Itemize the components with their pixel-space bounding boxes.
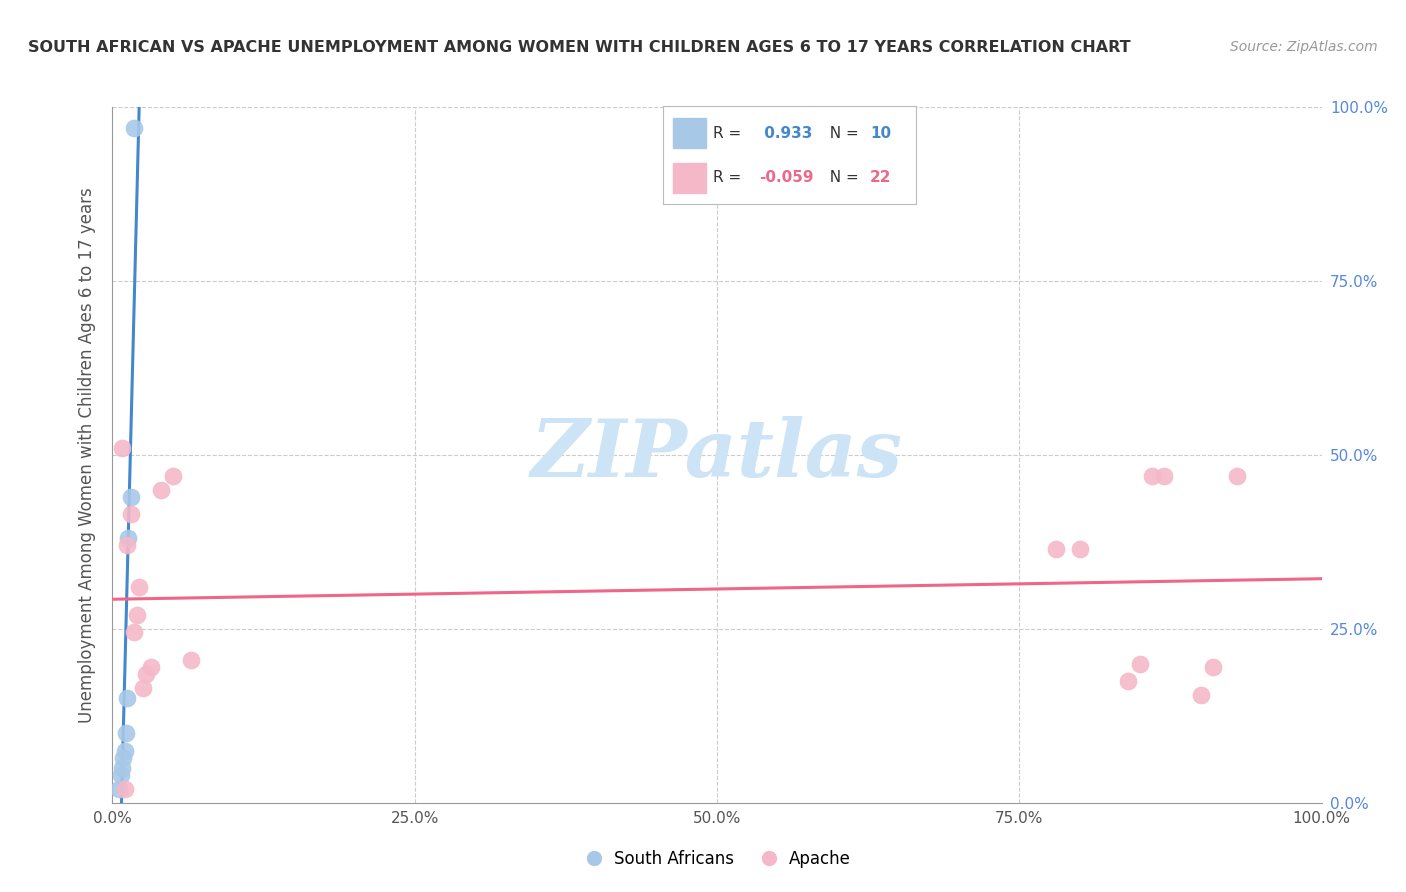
Point [111,441,134,455]
Text: R =: R = [713,127,747,141]
Point [122,625,145,640]
Point [125,607,148,622]
Y-axis label: Unemployment Among Women with Children Ages 6 to 17 years: Unemployment Among Women with Children A… [77,187,96,723]
Point [141,660,163,674]
Point [114,781,136,796]
Point [115,538,138,552]
Point [1189,688,1212,702]
Point [1226,468,1249,483]
Point [117,532,139,546]
Point [1129,657,1152,671]
Point [111,761,134,775]
Point [115,691,138,706]
Point [120,507,142,521]
Point [1202,660,1225,674]
Text: R =: R = [713,170,747,186]
Point [110,768,132,782]
Point [114,744,136,758]
Point [1069,541,1091,556]
Point [135,667,157,681]
Text: 0.933: 0.933 [759,127,813,141]
Text: -0.059: -0.059 [759,170,813,186]
Point [107,781,129,796]
Text: SOUTH AFRICAN VS APACHE UNEMPLOYMENT AMONG WOMEN WITH CHILDREN AGES 6 TO 17 YEAR: SOUTH AFRICAN VS APACHE UNEMPLOYMENT AMO… [28,40,1130,55]
Point [132,681,155,695]
Point [1153,468,1175,483]
Point [112,750,135,764]
Point [128,580,150,594]
Point [1045,541,1067,556]
Text: N =: N = [820,127,863,141]
Bar [672,118,706,147]
Point [122,120,145,135]
Text: 22: 22 [870,170,891,186]
Point [149,483,172,497]
Text: Source: ZipAtlas.com: Source: ZipAtlas.com [1230,40,1378,54]
Point [1142,468,1164,483]
Legend: South Africans, Apache: South Africans, Apache [576,843,858,874]
Text: ZIPatlas: ZIPatlas [531,417,903,493]
Text: N =: N = [820,170,863,186]
Text: 10: 10 [870,127,891,141]
Point [120,490,142,504]
Point [1116,674,1139,689]
Point [162,468,184,483]
Bar [672,163,706,193]
Point [180,653,202,667]
Point [114,726,136,740]
